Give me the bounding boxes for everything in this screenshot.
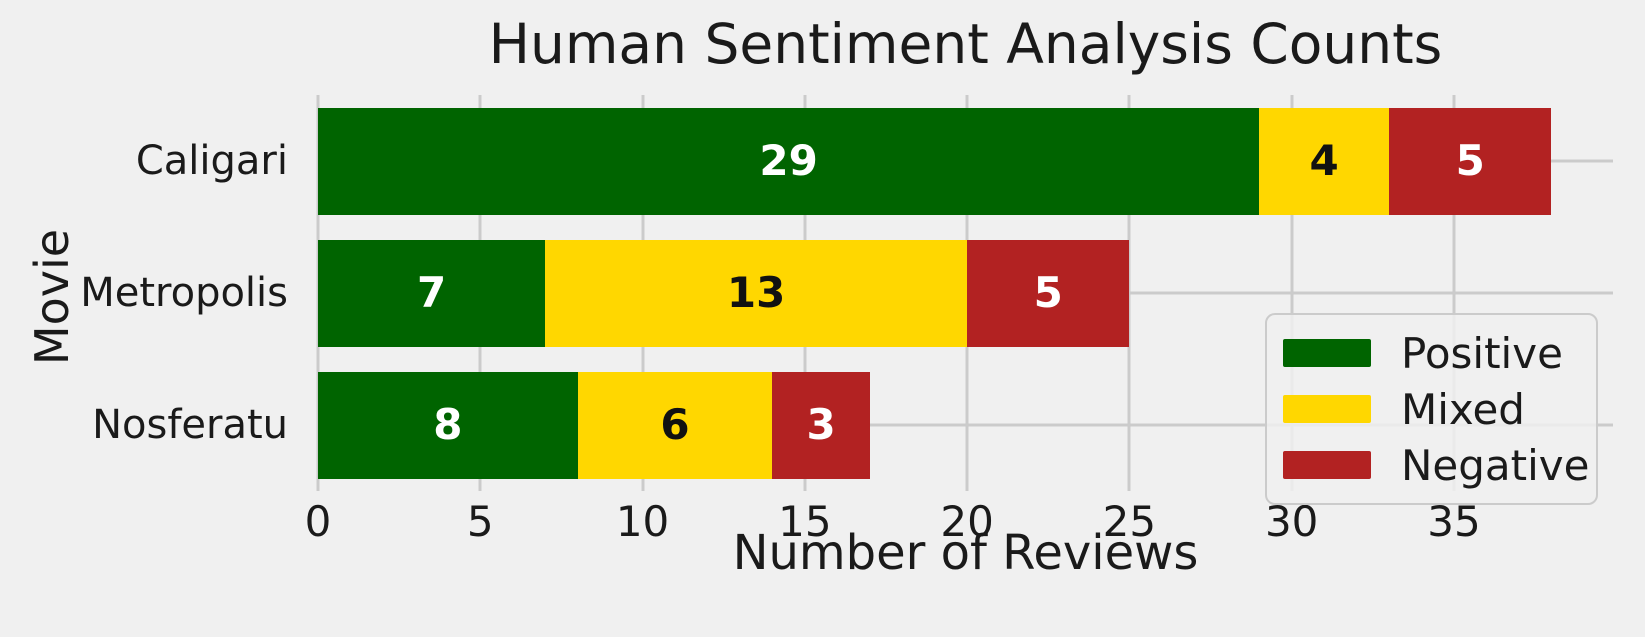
bar-value-label: 13 (726, 268, 786, 317)
bar-segment-mixed-metropolis: 13 (545, 239, 968, 347)
bar-value-label: 3 (806, 400, 836, 449)
x-tick-label-35: 35 (1427, 497, 1481, 546)
bar-segment-positive-nosferatu: 8 (318, 371, 578, 479)
chart-title: Human Sentiment Analysis Counts (488, 12, 1443, 76)
bar-segment-negative-metropolis: 5 (967, 239, 1130, 347)
y-tick-label-caligari: Caligari (135, 138, 288, 184)
x-tick-label-20: 20 (940, 497, 994, 546)
y-tick-label-metropolis: Metropolis (80, 270, 288, 316)
bar-value-label: 6 (660, 400, 690, 449)
x-tick-label-5: 5 (466, 497, 494, 546)
legend-swatch-positive (1283, 339, 1371, 367)
legend-swatch-mixed (1283, 395, 1371, 423)
x-axis-label: Number of Reviews (732, 525, 1199, 581)
x-tick-label-30: 30 (1264, 497, 1319, 546)
legend-label-negative: Negative (1401, 440, 1590, 490)
legend-row-negative: Negative (1283, 441, 1596, 490)
legend: Positive Mixed Negative (1265, 313, 1598, 505)
bar-value-label: 8 (433, 400, 463, 449)
legend-label-positive: Positive (1401, 328, 1563, 378)
bar-segment-negative-caligari: 5 (1389, 107, 1552, 215)
bar-segment-mixed-nosferatu: 6 (577, 371, 773, 479)
bar-segment-negative-nosferatu: 3 (772, 371, 870, 479)
plot-area: 29 4 5 7 13 5 8 6 3 (316, 95, 1613, 491)
legend-label-mixed: Mixed (1401, 384, 1525, 434)
bar-value-label: 29 (759, 136, 818, 185)
bar-value-label: 5 (1455, 136, 1485, 185)
x-tick-label-25: 25 (1102, 497, 1157, 546)
bar-value-label: 4 (1309, 136, 1339, 185)
bar-value-label: 5 (1033, 268, 1063, 317)
legend-row-positive: Positive (1283, 329, 1596, 378)
grid-line-horizontal (318, 423, 1613, 427)
legend-row-mixed: Mixed (1283, 385, 1596, 434)
x-tick-label-10: 10 (615, 497, 670, 546)
bar-segment-positive-metropolis: 7 (318, 239, 546, 347)
bar-segment-positive-caligari: 29 (318, 107, 1260, 215)
x-tick-label-0: 0 (304, 497, 332, 546)
bar-value-label: 7 (416, 268, 447, 317)
x-tick-label-15: 15 (778, 497, 832, 546)
y-tick-label-nosferatu: Nosferatu (92, 402, 288, 448)
bar-segment-mixed-caligari: 4 (1259, 107, 1390, 215)
legend-swatch-negative (1283, 451, 1371, 479)
